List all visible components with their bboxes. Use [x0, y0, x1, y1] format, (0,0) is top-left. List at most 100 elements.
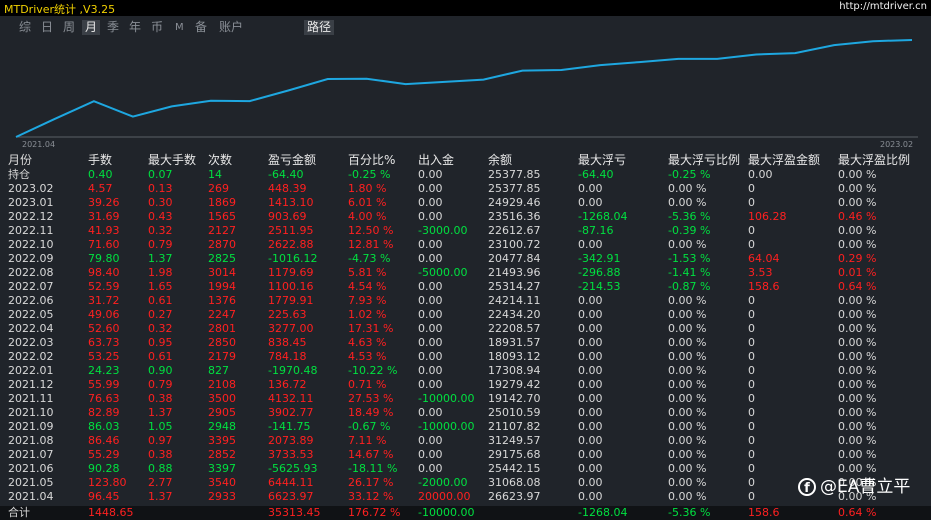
- table-cell: 63.73: [88, 336, 120, 349]
- table-cell: 0.32: [148, 224, 173, 237]
- table-cell: 0.90: [148, 364, 173, 377]
- table-cell: 2511.95: [268, 224, 314, 237]
- table-cell: 25377.85: [488, 168, 541, 181]
- tab-note[interactable]: 备: [195, 20, 208, 34]
- table-cell: 448.39: [268, 182, 307, 195]
- tab-route[interactable]: 路径: [304, 20, 335, 35]
- table-cell: 0.00: [418, 238, 443, 251]
- table-cell: -3000.00: [418, 224, 468, 237]
- table-cell: 90.28: [88, 462, 120, 475]
- column-header: 最大浮盈金额: [748, 153, 821, 167]
- table-cell: 31249.57: [488, 434, 541, 447]
- table-cell: 1413.10: [268, 196, 314, 209]
- tab-month[interactable]: 月: [82, 20, 101, 35]
- table-cell: 0.00 %: [838, 168, 877, 181]
- table-cell: 0.40: [88, 168, 113, 181]
- table-cell: -2000.00: [418, 476, 468, 489]
- table-cell: 0.00: [578, 434, 603, 447]
- table-cell: 0.00 %: [838, 294, 877, 307]
- table-cell: -1.53 %: [668, 252, 711, 265]
- table-row: 2022.09 79.80 1.37 2825 -1016.12 -4.73 % 0.00 2…: [0, 252, 931, 266]
- table-cell: 2852: [208, 448, 236, 461]
- table-cell: 55.99: [88, 378, 120, 391]
- table-cell: 0.00 %: [668, 434, 707, 447]
- equity-curve-chart: [15, 39, 918, 138]
- table-cell: 1.98: [148, 266, 173, 279]
- table-row: 2021.07 55.29 0.38 2852 3733.53 14.67 % 0.00 29…: [0, 448, 931, 462]
- table-cell: 0: [748, 350, 755, 363]
- table-cell: 0.00: [418, 350, 443, 363]
- tab-magic[interactable]: M: [175, 22, 184, 33]
- table-cell: 0.30: [148, 196, 173, 209]
- table-row: 2021.12 55.99 0.79 2108 136.72 0.71 % 0.00 1927…: [0, 378, 931, 392]
- table-cell: 0: [748, 364, 755, 377]
- table-cell: 0.00: [418, 308, 443, 321]
- tab-overall[interactable]: 综: [19, 20, 32, 34]
- table-cell: 20000.00: [418, 490, 471, 503]
- table-cell: 1.37: [148, 406, 173, 419]
- table-cell: 0.00: [578, 182, 603, 195]
- table-cell: 0.00: [748, 168, 773, 181]
- total-cell: -1268.04: [578, 506, 628, 519]
- column-header: 月份: [8, 153, 33, 167]
- table-cell: 2825: [208, 252, 236, 265]
- app-title: MTDriver统计 ,V3.25: [4, 3, 116, 16]
- table-cell: -0.25 %: [348, 168, 391, 181]
- table-cell: 23516.36: [488, 210, 541, 223]
- table-cell: 6623.97: [268, 490, 314, 503]
- table-cell: 52.60: [88, 322, 120, 335]
- table-cell: 2022.11: [8, 224, 54, 237]
- table-cell: 0: [748, 182, 755, 195]
- table-cell: 0: [748, 406, 755, 419]
- table-row: 2023.01 39.26 0.30 1869 1413.10 6.01 % 0.00 249…: [0, 196, 931, 210]
- table-cell: -1.41 %: [668, 266, 711, 279]
- table-cell: 22208.57: [488, 322, 541, 335]
- table-cell: 1779.91: [268, 294, 314, 307]
- tab-week[interactable]: 周: [63, 20, 76, 34]
- table-cell: 6.01 %: [348, 196, 387, 209]
- x-tick-end: 2023.02: [880, 140, 914, 149]
- table-cell: 1994: [208, 280, 236, 293]
- table-cell: 0.38: [148, 392, 173, 405]
- table-cell: 0.00 %: [838, 420, 877, 433]
- table-cell: 26.17 %: [348, 476, 394, 489]
- column-header: 最大浮盈比例: [838, 153, 911, 167]
- table-cell: 2022.12: [8, 210, 54, 223]
- table-cell: 6444.11: [268, 476, 314, 489]
- table-cell: 0.00 %: [838, 406, 877, 419]
- tab-day[interactable]: 日: [41, 20, 54, 34]
- table-cell: 0.00: [418, 168, 443, 181]
- column-header: 手数: [88, 153, 113, 167]
- table-cell: 7.11 %: [348, 434, 387, 447]
- equity-series-line: [15, 39, 913, 138]
- table-cell: 2021.12: [8, 378, 54, 391]
- table-cell: 41.93: [88, 224, 120, 237]
- table-cell: 838.45: [268, 336, 307, 349]
- tab-quarter[interactable]: 季: [107, 20, 120, 34]
- table-cell: 0: [748, 476, 755, 489]
- table-cell: 1.37: [148, 490, 173, 503]
- website-link[interactable]: http://mtdriver.cn: [839, 1, 927, 12]
- tab-year[interactable]: 年: [129, 20, 142, 34]
- table-cell: 0.00 %: [668, 490, 707, 503]
- table-cell: 17.31 %: [348, 322, 394, 335]
- table-row: 2022.02 53.25 0.61 2179 784.18 4.53 % 0.00 1809…: [0, 350, 931, 364]
- table-row: 2022.06 31.72 0.61 1376 1779.91 7.93 % 0.00 242…: [0, 294, 931, 308]
- facebook-icon: f: [798, 478, 816, 496]
- table-row: 2021.05 123.80 2.77 3540 6444.11 26.17 % -2000…: [0, 476, 931, 490]
- table-cell: 0.00 %: [838, 434, 877, 447]
- table-cell: 136.72: [268, 378, 307, 391]
- table-cell: 33.12 %: [348, 490, 394, 503]
- tab-currency[interactable]: 币: [151, 20, 164, 34]
- table-cell: -0.67 %: [348, 420, 391, 433]
- table-cell: 0.00: [578, 420, 603, 433]
- tab-account[interactable]: 账户: [219, 20, 244, 34]
- table-cell: 2022.01: [8, 364, 54, 377]
- table-cell: 2021.10: [8, 406, 54, 419]
- table-cell: 0: [748, 238, 755, 251]
- table-cell: 2933: [208, 490, 236, 503]
- table-cell: 0: [748, 336, 755, 349]
- table-cell: -1268.04: [578, 210, 628, 223]
- table-cell: 0.00 %: [668, 196, 707, 209]
- table-cell: 14.67 %: [348, 448, 394, 461]
